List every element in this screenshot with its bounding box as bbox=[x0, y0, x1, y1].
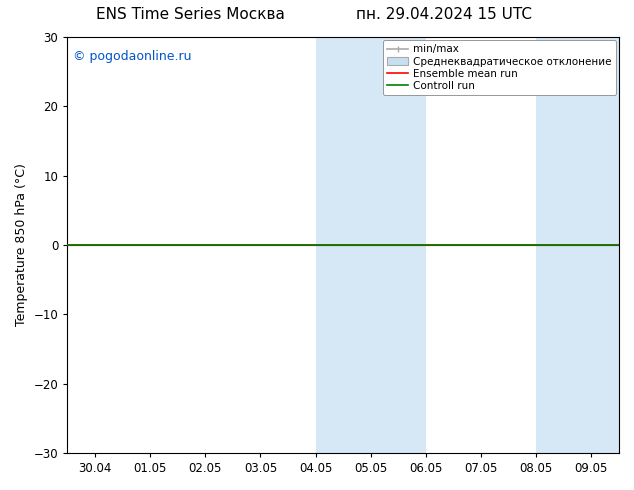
Bar bbox=[371, 37, 426, 453]
Text: ENS Time Series Москва: ENS Time Series Москва bbox=[96, 7, 285, 23]
Y-axis label: Temperature 850 hPa (°C): Temperature 850 hPa (°C) bbox=[15, 164, 28, 326]
Bar bbox=[316, 37, 371, 453]
Text: пн. 29.04.2024 15 UTC: пн. 29.04.2024 15 UTC bbox=[356, 7, 532, 23]
Bar bbox=[592, 37, 634, 453]
Legend: min/max, Среднеквадратическое отклонение, Ensemble mean run, Controll run: min/max, Среднеквадратическое отклонение… bbox=[383, 40, 616, 95]
Bar bbox=[536, 37, 592, 453]
Text: © pogodaonline.ru: © pogodaonline.ru bbox=[73, 49, 191, 63]
